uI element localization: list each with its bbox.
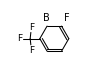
Text: F: F [29,23,34,32]
Text: F: F [17,34,22,43]
Text: F: F [29,46,34,55]
Text: F: F [64,13,69,23]
Text: B: B [43,13,50,23]
